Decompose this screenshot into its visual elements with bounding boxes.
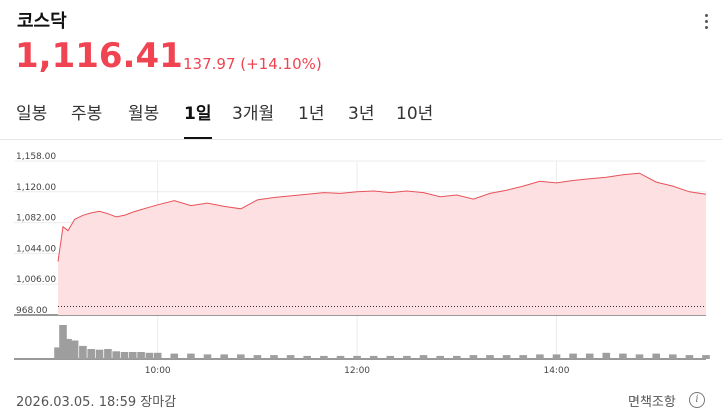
tab-3months[interactable]: 3개월 [232, 104, 275, 124]
intraday-chart[interactable]: 1,158.00 1,120.00 1,082.00 1,044.00 1,006.00… [0, 145, 722, 380]
current-price: 1,116.41 [15, 36, 183, 76]
tab-weekly[interactable]: 주봉 [71, 104, 103, 124]
tab-monthly[interactable]: 월봉 [128, 104, 160, 124]
volume-bar [403, 355, 411, 359]
volume-bar [237, 354, 245, 359]
volume-bar [87, 349, 95, 359]
active-tab-indicator [184, 137, 212, 139]
more-vertical-icon[interactable] [703, 12, 709, 32]
volume-bar [79, 345, 87, 359]
volume-bar [64, 338, 72, 359]
price-change: 137.97 (+14.10%) [183, 55, 322, 73]
tab-1day[interactable]: 1일 [184, 104, 212, 124]
index-title: 코스닥 [17, 11, 67, 32]
tab-daily[interactable]: 일봉 [16, 104, 48, 124]
volume-bar [95, 349, 104, 359]
price-area [58, 173, 706, 315]
volume-bar [552, 354, 561, 359]
volume-bar [419, 355, 428, 359]
volume-bar [585, 353, 594, 359]
y-tick-label: 1,158.00 [16, 152, 56, 162]
volume-bar [453, 355, 461, 359]
volume-bar [303, 355, 311, 359]
tab-10years[interactable]: 10년 [396, 104, 434, 124]
disclaimer-link[interactable]: 면책조항 [628, 395, 676, 410]
volume-bar [253, 355, 262, 359]
tab-1year[interactable]: 1년 [298, 104, 325, 124]
y-tick-label: 968.00 [16, 306, 48, 316]
volume-bar [669, 354, 677, 359]
volume-bar [469, 355, 478, 359]
volume-bar [320, 355, 328, 359]
volume-bar [486, 355, 494, 359]
info-circle-icon[interactable]: i [689, 392, 705, 408]
volume-bar [569, 353, 577, 359]
volume-bar [619, 353, 627, 359]
y-tick-label: 1,120.00 [16, 183, 56, 193]
volume-bar [369, 355, 378, 359]
volume-bar [635, 354, 644, 359]
y-tick-label: 1,044.00 [16, 244, 56, 254]
date-status: 2026.03.05. 18:59 장마감 [16, 395, 177, 410]
volume-bar [59, 325, 67, 359]
volume-bar [336, 355, 345, 359]
x-axis: 10:00 12:00 14:00 [145, 366, 570, 376]
volume-bar [145, 352, 154, 359]
volume-bar [386, 355, 395, 359]
volume-bar [652, 353, 660, 359]
volume-bar [137, 352, 145, 359]
volume-bar [112, 351, 120, 359]
volume-bar [220, 354, 228, 359]
volume-bar [436, 355, 444, 359]
volume-bar [70, 340, 79, 359]
divider [0, 139, 722, 140]
volume-bar [702, 355, 710, 359]
x-tick-label: 10:00 [145, 366, 171, 376]
volume-bar [203, 354, 212, 359]
x-tick-label: 12:00 [344, 366, 370, 376]
volume-bar [536, 354, 544, 359]
y-axis: 1,158.00 1,120.00 1,082.00 1,044.00 1,006.00… [16, 152, 56, 316]
volume-bar [502, 355, 511, 359]
volume-bar [153, 352, 162, 359]
volume-bars [54, 325, 710, 359]
volume-bar [129, 352, 137, 359]
y-tick-label: 1,006.00 [16, 275, 56, 285]
volume-bar [685, 355, 694, 359]
volume-bar [602, 352, 611, 359]
y-tick-label: 1,082.00 [16, 214, 56, 224]
tab-3years[interactable]: 3년 [348, 104, 375, 124]
volume-bar [170, 353, 179, 359]
volume-bar [187, 353, 195, 359]
x-tick-label: 14:00 [543, 366, 569, 376]
volume-bar [270, 355, 278, 359]
chart-area-layer [57, 172, 707, 315]
volume-bar [353, 355, 361, 359]
price-line [57, 172, 707, 262]
volume-bar [286, 355, 295, 359]
triangle-up-icon [166, 59, 176, 66]
volume-bar [54, 347, 62, 359]
volume-bar [120, 352, 129, 359]
volume-bar [519, 355, 527, 359]
volume-bar [104, 349, 112, 359]
